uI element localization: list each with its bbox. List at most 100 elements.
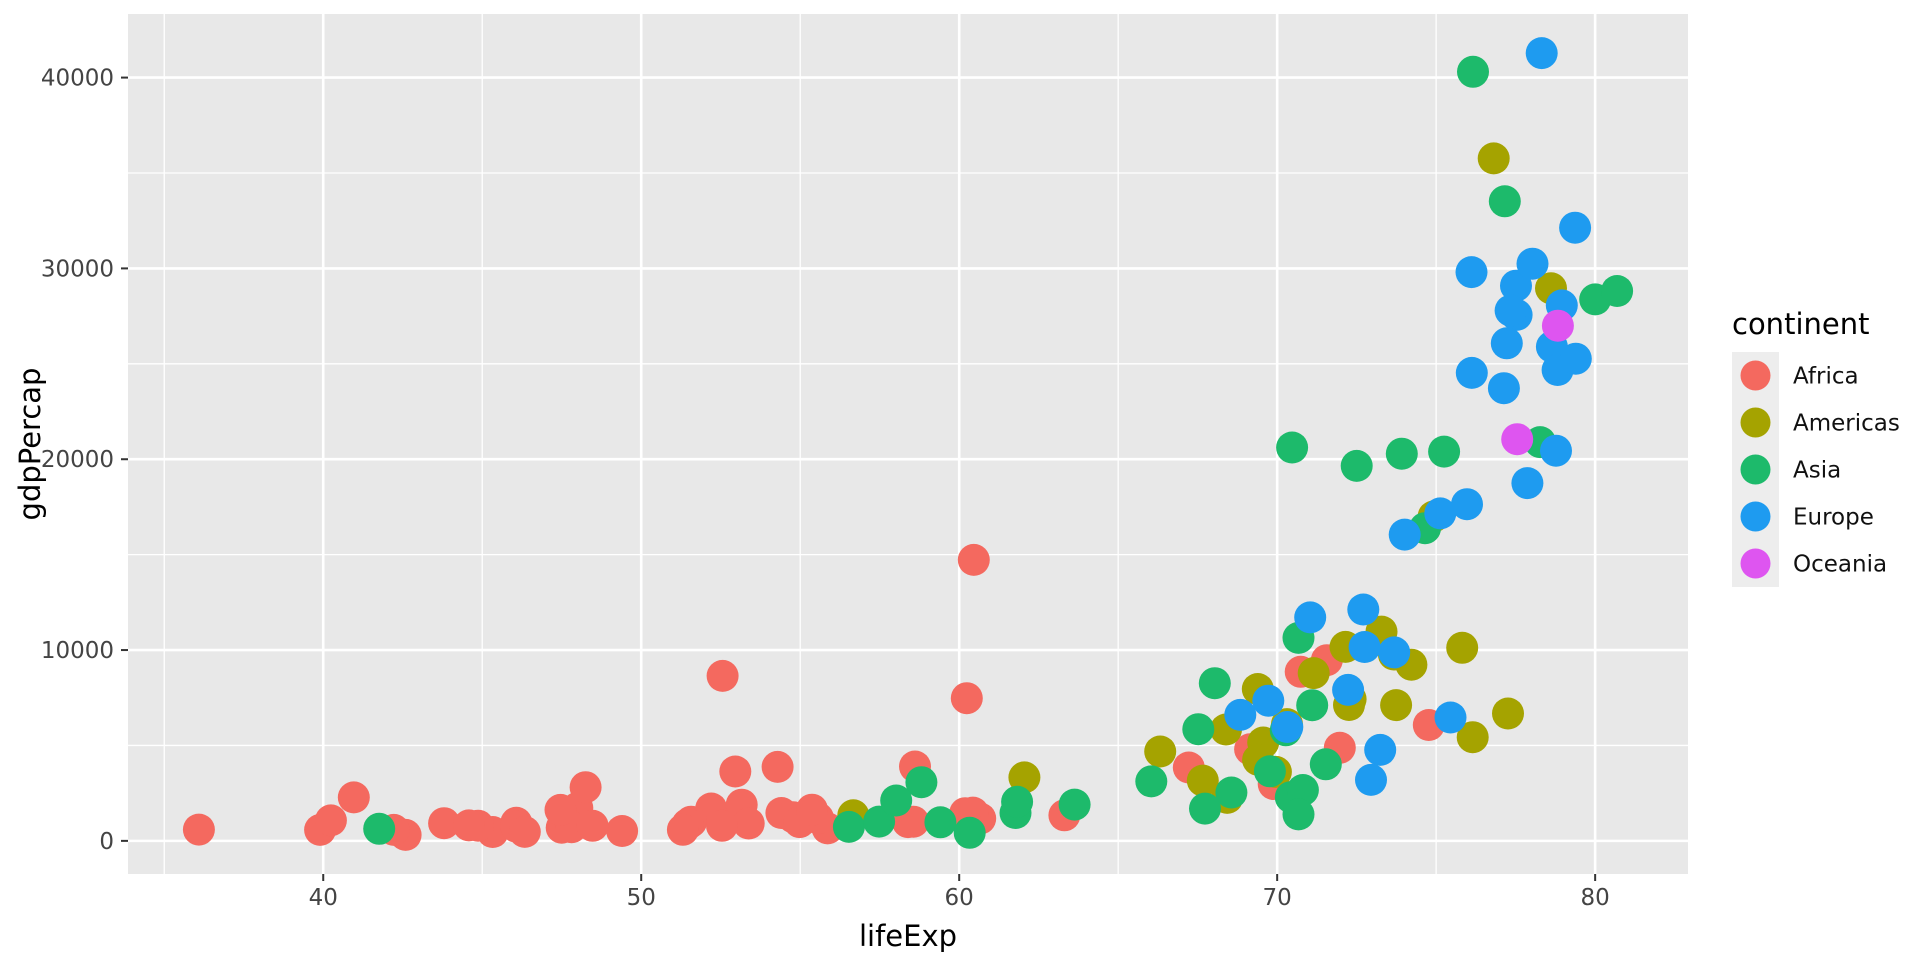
data-point — [569, 771, 602, 804]
legend-title: continent — [1732, 307, 1869, 341]
data-point — [1501, 423, 1534, 456]
data-point — [1378, 636, 1411, 669]
data-point — [1457, 55, 1489, 88]
data-point — [1253, 755, 1286, 788]
data-point — [1424, 497, 1457, 530]
data-point — [1347, 593, 1380, 626]
data-point — [719, 755, 752, 788]
legend-label: Oceania — [1793, 552, 1887, 578]
data-point — [1271, 711, 1304, 743]
data-point — [761, 750, 794, 783]
data-point — [832, 810, 865, 843]
data-point — [508, 815, 541, 848]
data-point — [706, 809, 738, 842]
data-point — [1224, 698, 1257, 731]
data-point — [1490, 327, 1523, 360]
data-point — [1001, 785, 1034, 818]
legend-key-point — [1740, 501, 1771, 532]
data-point — [1494, 294, 1527, 327]
data-point — [1252, 684, 1285, 717]
data-point — [337, 781, 370, 814]
data-point — [706, 659, 739, 692]
data-point — [1434, 701, 1467, 734]
data-point — [1540, 434, 1572, 467]
data-point — [1451, 488, 1483, 521]
legend-label: Asia — [1793, 458, 1841, 484]
x-tick-label: 60 — [945, 885, 974, 911]
data-point — [1500, 269, 1532, 302]
data-point — [1309, 748, 1342, 781]
data-point — [1525, 37, 1558, 70]
data-point — [1455, 356, 1488, 389]
data-point — [1364, 733, 1397, 766]
data-point — [666, 813, 699, 846]
legend-key-point — [1740, 360, 1771, 391]
data-point — [796, 793, 828, 826]
x-tick-label: 50 — [627, 885, 656, 911]
data-point — [1388, 518, 1421, 551]
data-point — [1385, 437, 1418, 470]
data-point — [1294, 601, 1327, 634]
data-point — [1492, 697, 1524, 730]
data-point — [1355, 763, 1387, 796]
data-point — [1428, 435, 1461, 468]
y-tick-label: 0 — [99, 829, 114, 855]
data-point — [1276, 431, 1309, 464]
data-point — [544, 793, 577, 826]
data-point — [1189, 792, 1221, 825]
x-axis-title: lifeExp — [859, 919, 957, 953]
data-point — [182, 813, 215, 846]
data-point — [606, 815, 639, 847]
data-point — [452, 809, 485, 842]
data-point — [1601, 275, 1634, 307]
y-tick-label: 10000 — [41, 638, 114, 664]
x-tick-label: 80 — [1581, 885, 1610, 911]
data-point — [880, 784, 913, 817]
data-point — [1297, 657, 1330, 690]
data-point — [1541, 309, 1574, 342]
data-point — [1477, 142, 1510, 175]
data-point — [950, 682, 983, 715]
data-point — [1559, 342, 1592, 375]
data-point — [1559, 211, 1592, 244]
data-point — [1198, 667, 1231, 700]
data-point — [363, 812, 396, 845]
data-point — [1286, 774, 1319, 806]
legend-key-point — [1740, 454, 1771, 485]
y-axis-title: gdpPercap — [13, 368, 47, 521]
data-point — [1488, 185, 1521, 218]
data-point — [1144, 735, 1177, 768]
data-point — [314, 804, 347, 837]
data-point — [1340, 449, 1373, 482]
data-point — [1516, 247, 1549, 280]
x-tick-label: 40 — [309, 885, 338, 911]
data-point — [924, 806, 957, 839]
data-point — [1446, 631, 1479, 664]
data-point — [905, 766, 938, 799]
legend-label: Americas — [1793, 411, 1900, 437]
data-point — [1332, 673, 1365, 706]
y-tick-label: 40000 — [41, 66, 114, 92]
data-point — [1135, 765, 1168, 798]
data-point — [732, 807, 765, 840]
data-point — [1186, 764, 1219, 797]
data-point — [957, 543, 990, 576]
y-tick-label: 20000 — [41, 447, 114, 473]
data-point — [428, 807, 461, 840]
data-point — [1058, 788, 1091, 821]
legend-label: Africa — [1793, 364, 1859, 390]
data-point — [1487, 372, 1520, 405]
data-point — [1296, 689, 1329, 722]
data-point — [1456, 721, 1489, 754]
data-point — [953, 816, 986, 849]
data-point — [576, 809, 609, 842]
data-point — [1282, 798, 1315, 831]
data-point — [1455, 256, 1488, 289]
data-point — [1008, 761, 1041, 794]
data-point — [1380, 689, 1413, 722]
legend-key-point — [1740, 548, 1771, 579]
data-point — [1215, 776, 1248, 809]
y-tick-label: 30000 — [41, 256, 114, 282]
